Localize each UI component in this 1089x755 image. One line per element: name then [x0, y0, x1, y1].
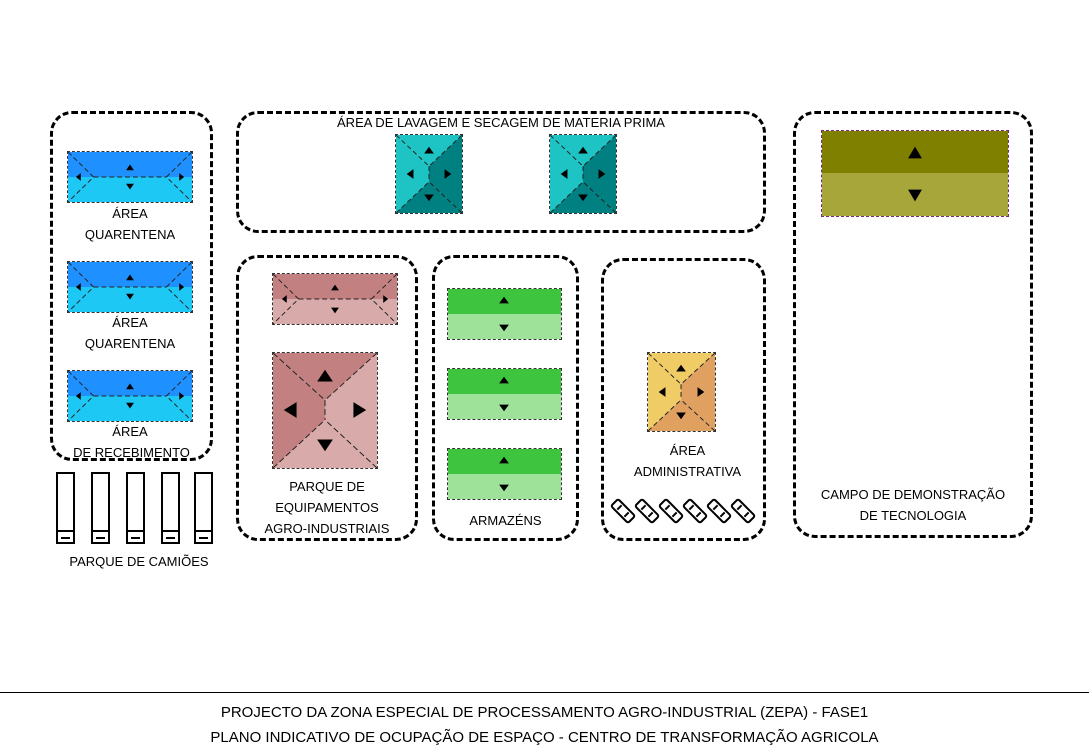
truck-icon [91, 472, 110, 544]
demo-field-building [821, 130, 1009, 217]
washing-building-2 [549, 134, 617, 214]
hip-roof-icon [68, 262, 192, 312]
footer-divider [0, 692, 1089, 693]
washing-building-1 [395, 134, 463, 214]
truck-icon [56, 472, 75, 544]
footer-title-line2: PLANO INDICATIVO DE OCUPAÇÃO DE ESPAÇO -… [210, 729, 879, 746]
reception-label-area: ÁREA [112, 424, 148, 439]
zone-equipment-park [236, 255, 418, 541]
equipment-label-line3: AGRO-INDUSTRIAIS [264, 521, 390, 536]
equipment-building-small [272, 273, 398, 325]
admin-building [647, 352, 716, 432]
quarantine-1-label-name: QUARENTENA [84, 227, 176, 242]
gable-roof-icon [448, 289, 561, 339]
gable-roof-icon [448, 369, 561, 419]
warehouse-building-2 [447, 368, 562, 420]
demo-label-line1: CAMPO DE DEMONSTRAÇÃO [820, 487, 1006, 502]
truck-icon [161, 472, 180, 544]
equipment-label-line2: EQUIPAMENTOS [275, 500, 379, 515]
quarantine-building-2 [67, 261, 193, 313]
zone-washing-drying [236, 111, 766, 233]
pyramid-roof-icon [273, 353, 377, 468]
equipment-building-large [272, 352, 378, 469]
admin-label-line1: ÁREA [669, 443, 706, 458]
reception-label-name: DE RECEBIMENTO [73, 445, 190, 460]
hip-roof-icon [273, 274, 397, 324]
warehouse-building-1 [447, 288, 562, 340]
warehouse-building-3 [447, 448, 562, 500]
quarantine-2-label-area: ÁREA [112, 315, 148, 330]
zone-administrative [601, 258, 766, 541]
zone-quarantine-reception [50, 111, 213, 461]
truck-icon [126, 472, 145, 544]
admin-label-line2: ADMINISTRATIVA [633, 464, 742, 479]
washing-zone-title: ÁREA DE LAVAGEM E SECAGEM DE MATERIA PRI… [337, 115, 665, 130]
hip-roof-icon [68, 152, 192, 202]
footer-title-line1: PROJECTO DA ZONA ESPECIAL DE PROCESSAMEN… [220, 704, 869, 721]
zone-technology-demo [793, 111, 1033, 538]
warehouses-label: ARMAZÉNS [469, 513, 542, 528]
quarantine-building-1 [67, 151, 193, 203]
hip-roof-icon [68, 371, 192, 421]
gable-roof-icon [448, 449, 561, 499]
truck-icon [194, 472, 213, 544]
pyramid-roof-icon [550, 135, 616, 213]
demo-label-line2: DE TECNOLOGIA [859, 508, 967, 523]
quarantine-1-label-area: ÁREA [112, 206, 148, 221]
quarantine-2-label-name: QUARENTENA [84, 336, 176, 351]
truck-park-label: PARQUE DE CAMIÕES [69, 554, 209, 569]
reception-building [67, 370, 193, 422]
pyramid-roof-icon [396, 135, 462, 213]
zone-warehouses [432, 255, 579, 541]
equipment-label-line1: PARQUE DE [289, 479, 365, 494]
pyramid-roof-icon [648, 353, 715, 431]
gable-roof-icon [822, 131, 1008, 216]
